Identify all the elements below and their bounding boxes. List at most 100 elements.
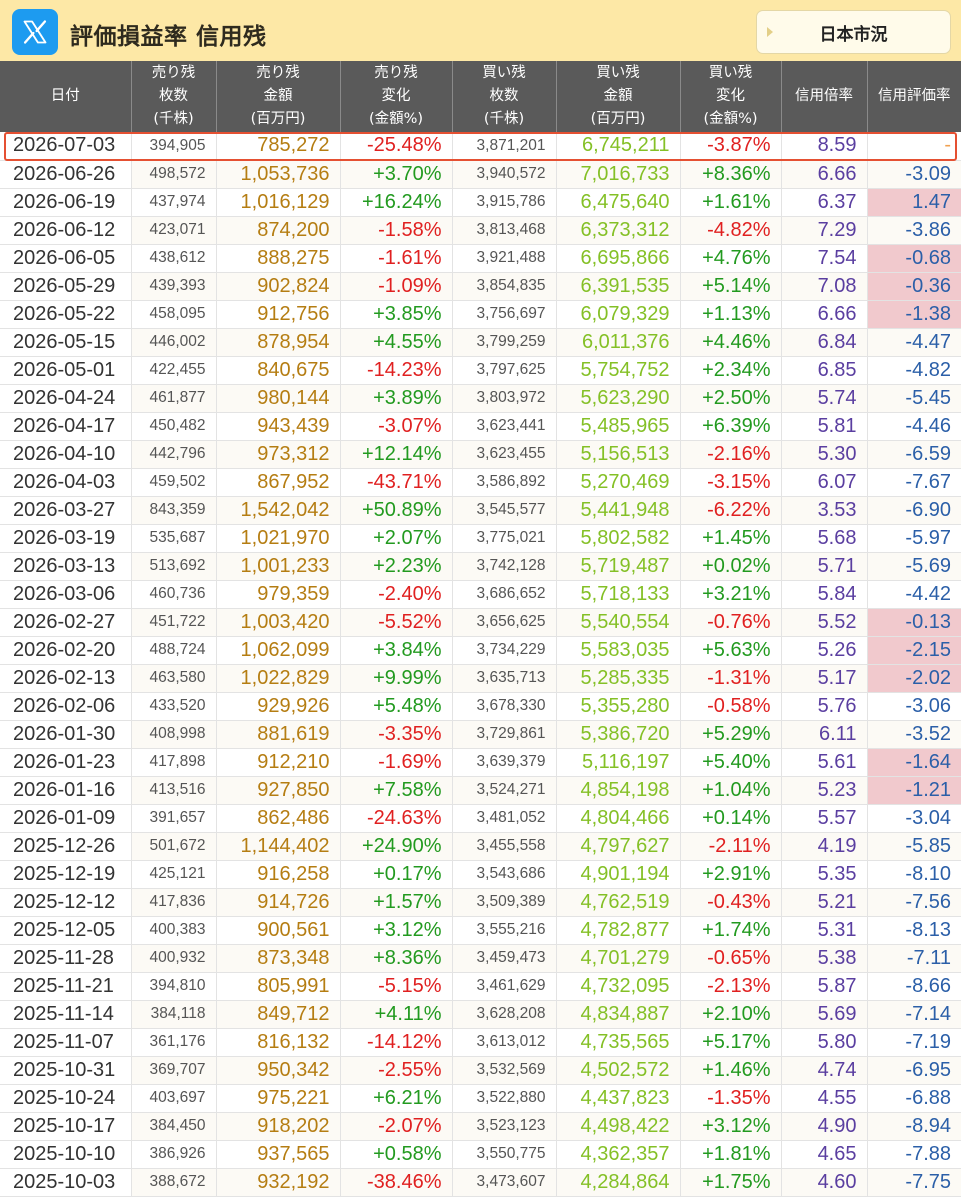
cell-date: 2026-06-26 [0,160,132,189]
table-row[interactable]: 2026-06-19 437,974 1,016,129 +16.24% 3,915,7… [0,188,961,217]
table-row[interactable]: 2026-06-05 438,612 888,275 -1.61% 3,921,488 6… [0,244,961,273]
table-row[interactable]: 2026-03-27 843,359 1,542,042 +50.89% 3,545,5… [0,496,961,525]
cell-sell-amount: 916,258 [216,860,341,889]
cell-buy-change: +1.46% [680,1056,782,1085]
cell-credit-ratio: 5.57 [781,804,868,833]
table-row[interactable]: 2026-05-29 439,393 902,824 -1.09% 3,854,835 6… [0,271,961,301]
table-row[interactable]: 2026-01-30 408,998 881,619 -3.35% 3,729,861 5… [0,720,961,749]
cell-credit-eval-rate: -0.36 [867,271,961,301]
cell-buy-change: +5.17% [680,1028,782,1057]
table-row[interactable]: 2025-10-10 386,926 937,565 +0.58% 3,550,775 4… [0,1140,961,1169]
cell-credit-eval-rate: -4.46 [867,411,961,441]
column-header-line: 日付 [50,88,80,104]
cell-date: 2026-02-13 [0,664,132,693]
x-logo-icon[interactable] [12,9,58,55]
table-row[interactable]: 2025-11-28 400,932 873,348 +8.36% 3,459,473 4… [0,944,961,973]
market-button[interactable]: 日本市況 [756,10,951,54]
cell-buy-shares: 3,915,786 [452,188,557,217]
table-row[interactable]: 2026-05-15 446,002 878,954 +4.55% 3,799,259 6… [0,328,961,357]
cell-credit-ratio: 4.19 [781,831,868,861]
cell-buy-shares: 3,854,835 [452,271,557,301]
table-row[interactable]: 2025-12-12 417,836 914,726 +1.57% 3,509,389 4… [0,888,961,917]
table-row[interactable]: 2026-04-10 442,796 973,312 +12.14% 3,623,455… [0,440,961,469]
cell-credit-ratio: 5.81 [781,411,868,441]
table-row[interactable]: 2025-11-07 361,176 816,132 -14.12% 3,613,012… [0,1028,961,1057]
cell-sell-amount: 1,542,042 [216,496,341,525]
cell-credit-eval-rate: -7.56 [867,888,961,917]
table-row[interactable]: 2026-04-17 450,482 943,439 -3.07% 3,623,441 5… [0,411,961,441]
table-row[interactable]: 2025-12-05 400,383 900,561 +3.12% 3,555,216 4… [0,916,961,945]
table-row[interactable]: 2026-01-16 413,516 927,850 +7.58% 3,524,271 4… [0,776,961,805]
table-row[interactable]: 2026-01-09 391,657 862,486 -24.63% 3,481,052… [0,804,961,833]
cell-credit-eval-rate: -5.85 [867,831,961,861]
cell-credit-eval-rate: -7.75 [867,1168,961,1197]
table-row[interactable]: 2025-10-24 403,697 975,221 +6.21% 3,522,880 4… [0,1084,961,1113]
column-header-buy-change: 買い残 変化 (金額%) [680,61,782,132]
cell-sell-shares: 391,657 [131,804,217,833]
column-header-line: 買い残 [482,65,526,81]
cell-credit-ratio: 4.55 [781,1084,868,1113]
cell-buy-amount: 5,718,133 [556,580,681,609]
cell-buy-amount: 6,745,211 [556,132,681,161]
cell-sell-shares: 450,482 [131,411,217,441]
cell-buy-amount: 4,502,572 [556,1056,681,1085]
table-row[interactable]: 2026-03-06 460,736 979,359 -2.40% 3,686,652 5… [0,580,961,609]
cell-buy-change: +2.34% [680,356,782,385]
cell-buy-shares: 3,623,455 [452,440,557,469]
cell-credit-ratio: 6.11 [781,720,868,749]
column-header-buy-amount: 買い残 金額 (百万円) [556,61,681,132]
cell-sell-amount: 902,824 [216,271,341,301]
table-row[interactable]: 2026-03-19 535,687 1,021,970 +2.07% 3,775,02… [0,524,961,553]
cell-buy-change: +4.46% [680,328,782,357]
cell-credit-eval-rate: -1.38 [867,300,961,329]
cell-sell-change: -24.63% [340,804,453,833]
cell-sell-shares: 394,905 [131,132,217,161]
cell-buy-shares: 3,459,473 [452,944,557,973]
cell-date: 2025-12-12 [0,888,132,917]
cell-sell-amount: 1,016,129 [216,188,341,217]
cell-sell-shares: 422,455 [131,356,217,385]
table-row[interactable]: 2026-02-27 451,722 1,003,420 -5.52% 3,656,62… [0,608,961,637]
cell-date: 2025-10-03 [0,1168,132,1197]
table-row[interactable]: 2025-10-31 369,707 950,342 -2.55% 3,532,569 4… [0,1056,961,1085]
table-row[interactable]: 2025-12-26 501,672 1,144,402 +24.90% 3,455,5… [0,831,961,861]
cell-sell-shares: 386,926 [131,1140,217,1169]
table-row[interactable]: 2026-04-03 459,502 867,952 -43.71% 3,586,892… [0,468,961,497]
cell-credit-ratio: 6.66 [781,300,868,329]
cell-buy-shares: 3,555,216 [452,916,557,945]
cell-buy-amount: 6,391,535 [556,271,681,301]
table-row[interactable]: 2025-12-19 425,121 916,258 +0.17% 3,543,686 4… [0,860,961,889]
cell-buy-change: +4.76% [680,244,782,273]
page-title: 評価損益率 信用残 [70,24,267,50]
table-row[interactable]: 2026-06-12 423,071 874,200 -1.58% 3,813,468 6… [0,216,961,245]
cell-buy-shares: 3,639,379 [452,748,557,777]
table-row[interactable]: 2026-02-20 488,724 1,062,099 +3.84% 3,734,22… [0,636,961,665]
table-row[interactable]: 2026-06-26 498,572 1,053,736 +3.70% 3,940,57… [0,160,961,189]
cell-buy-shares: 3,613,012 [452,1028,557,1057]
cell-credit-ratio: 5.61 [781,748,868,777]
table-row[interactable]: 2025-10-03 388,672 932,192 -38.46% 3,473,607… [0,1168,961,1197]
cell-credit-eval-rate: -7.14 [867,1000,961,1029]
cell-sell-amount: 927,850 [216,776,341,805]
cell-sell-amount: 912,756 [216,300,341,329]
cell-buy-amount: 4,732,095 [556,971,681,1001]
cell-buy-change: +1.61% [680,188,782,217]
table-row[interactable]: 2025-10-17 384,450 918,202 -2.07% 3,523,123 4… [0,1111,961,1141]
table-row[interactable]: 2026-07-03 394,905 785,272 -25.48% 3,871,201… [0,132,961,161]
table-row[interactable]: 2025-11-21 394,810 805,991 -5.15% 3,461,629 4… [0,971,961,1001]
table-row[interactable]: 2026-03-13 513,692 1,001,233 +2.23% 3,742,12… [0,551,961,581]
cell-date: 2026-03-19 [0,524,132,553]
cell-buy-amount: 6,695,866 [556,244,681,273]
cell-sell-amount: 932,192 [216,1168,341,1197]
table-row[interactable]: 2026-04-24 461,877 980,144 +3.89% 3,803,972 5… [0,384,961,413]
table-row[interactable]: 2026-05-01 422,455 840,675 -14.23% 3,797,625… [0,356,961,385]
cell-sell-change: +3.70% [340,160,453,189]
table-row[interactable]: 2026-02-13 463,580 1,022,829 +9.99% 3,635,71… [0,664,961,693]
table-row[interactable]: 2026-05-22 458,095 912,756 +3.85% 3,756,697 6… [0,300,961,329]
cell-buy-shares: 3,550,775 [452,1140,557,1169]
cell-credit-ratio: 5.38 [781,944,868,973]
table-row[interactable]: 2026-01-23 417,898 912,210 -1.69% 3,639,379 5… [0,748,961,777]
table-row[interactable]: 2026-02-06 433,520 929,926 +5.48% 3,678,330 5… [0,691,961,721]
cell-credit-ratio: 5.35 [781,860,868,889]
table-row[interactable]: 2025-11-14 384,118 849,712 +4.11% 3,628,208 4… [0,1000,961,1029]
